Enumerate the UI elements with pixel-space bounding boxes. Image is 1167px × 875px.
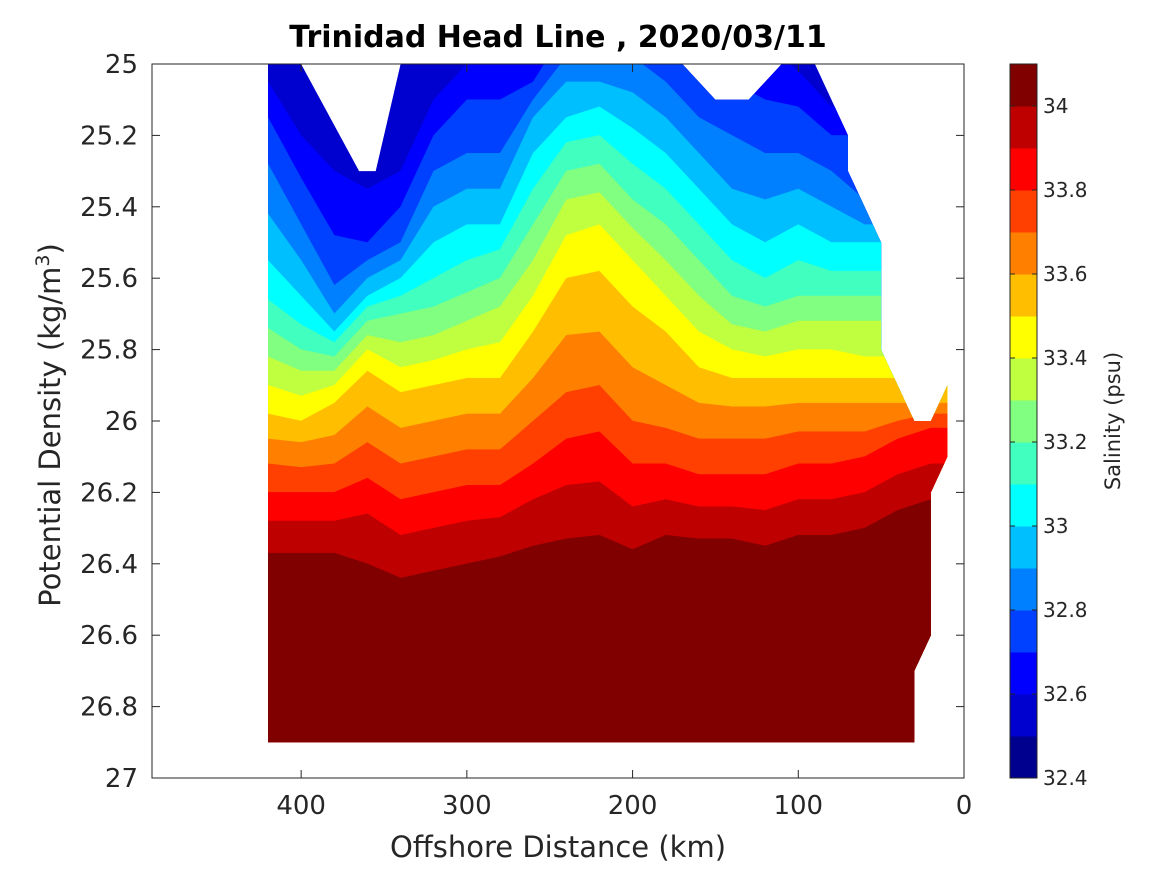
x-tick-label: 0 xyxy=(956,791,973,821)
y-tick-label: 25.6 xyxy=(80,264,138,294)
colorbar-swatch xyxy=(1010,526,1037,569)
y-tick-label: 26.2 xyxy=(80,478,138,508)
y-tick-label: 26.4 xyxy=(80,550,138,580)
colorbar-swatch xyxy=(1010,64,1037,107)
colorbar-tick-label: 34 xyxy=(1043,94,1068,118)
y-tick-label: 26 xyxy=(105,407,138,437)
y-tick-label: 27 xyxy=(105,764,138,794)
colorbar-frame xyxy=(1009,63,1038,779)
colorbar-swatch xyxy=(1010,274,1037,317)
y-axis-label-close: ) xyxy=(33,243,67,254)
y-tick-label: 25.8 xyxy=(80,336,138,366)
x-tick-label: 300 xyxy=(442,791,492,821)
y-tick-label: 25 xyxy=(105,50,138,80)
y-tick-label: 26.6 xyxy=(80,621,138,651)
colorbar-swatch xyxy=(1010,568,1037,611)
y-axis-label-superscript: 3 xyxy=(32,254,54,266)
colorbar-swatch xyxy=(1010,106,1037,149)
colorbar-tick-label: 33.4 xyxy=(1043,346,1088,370)
colorbar: 32.4 32.6 32.8 33 33.2 33.4 33.6 33.8 34 Salinit… xyxy=(1009,63,1125,790)
colorbar-tick-label: 32.8 xyxy=(1043,598,1088,622)
colorbar-label: Salinity (psu) xyxy=(1101,352,1125,490)
contour-band-34.1 xyxy=(268,570,948,743)
colorbar-swatch xyxy=(1010,484,1037,527)
y-tick-label: 25.2 xyxy=(80,121,138,151)
contour-bands xyxy=(268,64,948,743)
colorbar-swatch xyxy=(1010,232,1037,275)
colorbar-swatch xyxy=(1010,190,1037,233)
colorbar-tick-label: 33 xyxy=(1043,514,1068,538)
y-tick-label: 25.4 xyxy=(80,193,138,223)
y-axis-label: Potential Density (kg/m3) xyxy=(32,243,67,607)
chart-title: Trinidad Head Line , 2020/03/11 xyxy=(289,20,826,55)
colorbar-swatch xyxy=(1010,694,1037,737)
colorbar-swatch xyxy=(1010,358,1037,401)
colorbar-swatch xyxy=(1010,652,1037,695)
y-axis-ticks: 25 25.2 25.4 25.6 25.8 26 26.2 26.4 26.6 26.8 27 xyxy=(80,50,964,794)
colorbar-swatch xyxy=(1010,316,1037,359)
y-axis-label-main: Potential Density (kg/m xyxy=(33,267,67,607)
colorbar-swatch xyxy=(1010,610,1037,653)
colorbar-ticks: 32.4 32.6 32.8 33 33.2 33.4 33.6 33.8 34 xyxy=(1010,94,1088,790)
colorbar-tick-label: 33.8 xyxy=(1043,178,1088,202)
colorbar-tick-label: 32.6 xyxy=(1043,682,1088,706)
colorbar-swatch xyxy=(1010,400,1037,443)
colorbar-swatch xyxy=(1010,442,1037,485)
colorbar-swatch xyxy=(1010,148,1037,191)
y-tick-label: 26.8 xyxy=(80,693,138,723)
x-tick-label: 200 xyxy=(608,791,658,821)
colorbar-tick-label: 32.4 xyxy=(1043,766,1088,790)
x-axis-ticks: 400 300 200 100 0 xyxy=(276,64,972,821)
x-tick-label: 100 xyxy=(773,791,823,821)
colorbar-tick-label: 33.6 xyxy=(1043,262,1088,286)
colorbar-swatch xyxy=(1010,736,1037,779)
colorbar-tick-label: 33.2 xyxy=(1043,430,1088,454)
x-axis-label: Offshore Distance (km) xyxy=(390,830,726,864)
plot-area: 400 300 200 100 0 25 25.2 25.4 25.6 25.8 26 26.2 26… xyxy=(80,50,972,821)
colorbar-swatches xyxy=(1010,64,1037,779)
x-tick-label: 400 xyxy=(276,791,326,821)
